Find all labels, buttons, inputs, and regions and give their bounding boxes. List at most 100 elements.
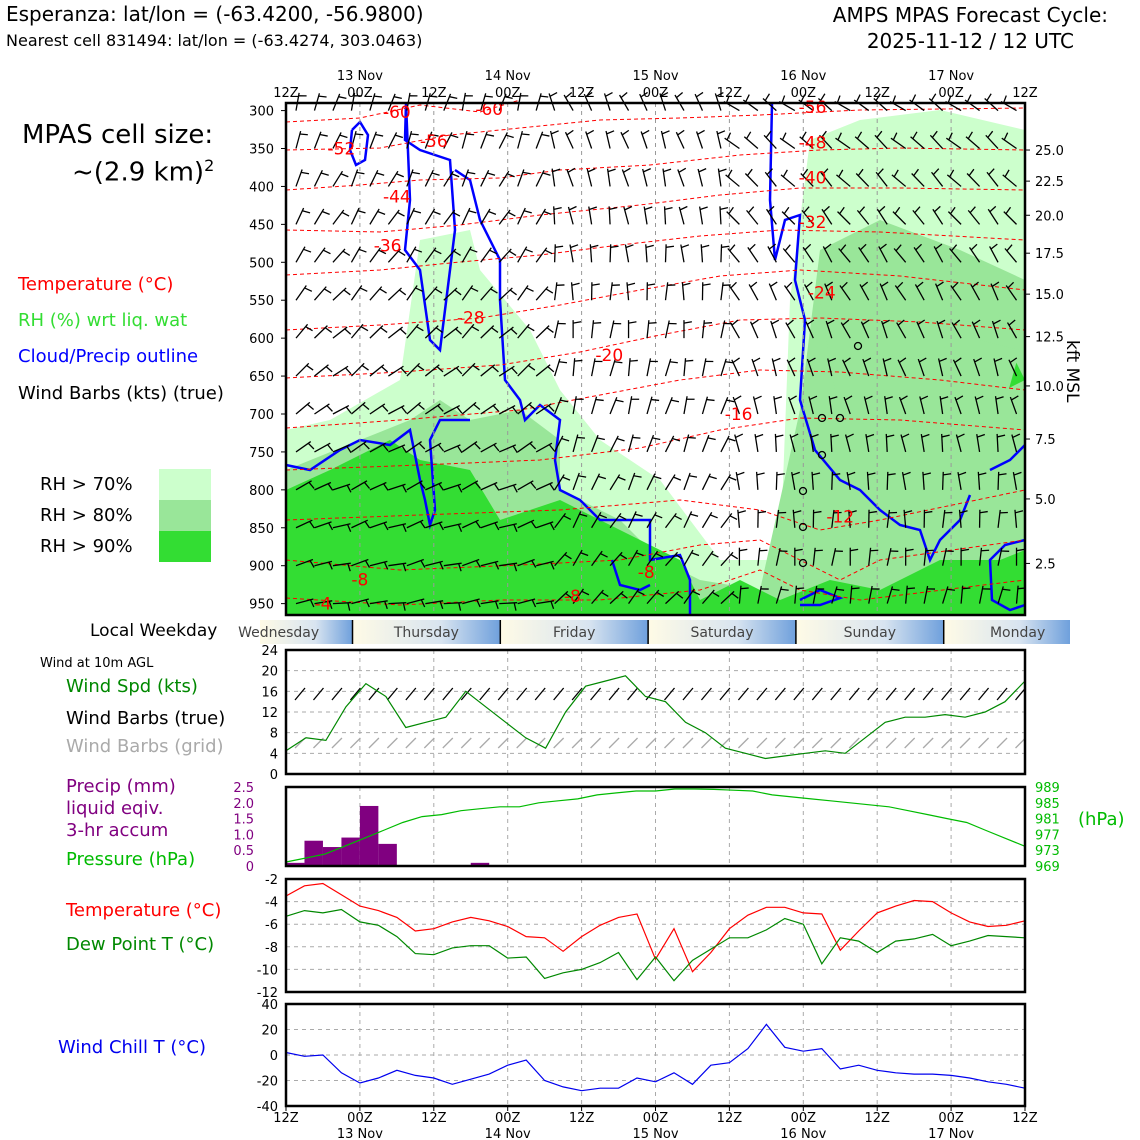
wind-barb	[683, 396, 688, 415]
wind-barb-flag	[548, 444, 555, 452]
time-tick-label-top: 12Z	[864, 86, 890, 101]
wind-barb-flag	[402, 524, 407, 533]
wind-barb-true	[848, 687, 860, 701]
local-weekday-label: Local Weekday	[90, 621, 218, 641]
wind-barb-flag	[660, 92, 669, 97]
wind-barb	[295, 246, 306, 263]
cloud-outline-8	[799, 588, 844, 607]
wind-speed-line	[285, 675, 1026, 760]
wind-barb-grid	[959, 737, 971, 749]
wind-barb-flag	[627, 282, 636, 286]
wind-barb-flag	[977, 433, 986, 438]
wind-barb-flag	[997, 434, 1006, 438]
wind-barb-true	[294, 687, 306, 701]
wind-barb-flag	[308, 481, 315, 489]
wind-barb-flag	[326, 405, 333, 412]
wind-barb-flag	[383, 561, 389, 570]
windchill-tick-label: 40	[261, 998, 278, 1013]
time-tick-label-bottom: 12Z	[273, 1111, 299, 1126]
wind-barb-flag	[726, 132, 732, 141]
wind-tick-label: 0	[270, 768, 278, 783]
wind-barb-flag	[474, 442, 481, 450]
wind-barb-flag	[449, 96, 458, 100]
wind-barb-flag	[513, 524, 518, 533]
wind-barb-flag	[971, 281, 979, 288]
wind-barb-flag	[948, 132, 953, 141]
wind-barb	[859, 284, 870, 301]
wind-barb	[443, 365, 460, 377]
wind-barb-flag	[905, 548, 914, 552]
weekday-label: Saturday	[690, 625, 753, 641]
wind-barb-flag	[600, 552, 608, 558]
wind-barb-flag	[731, 592, 739, 599]
wind-barb-flag	[522, 171, 531, 175]
isotherm-7	[285, 369, 1026, 429]
wind-barb-flag	[801, 131, 807, 140]
wind-barb	[991, 320, 999, 339]
wind-barb-flag	[956, 433, 965, 439]
wind-barb-flag	[665, 245, 675, 248]
wind-barb-flag	[507, 211, 516, 217]
wind-barb-true	[349, 687, 361, 701]
wind-barb-flag	[458, 602, 462, 611]
isotherm-label: -56	[420, 132, 448, 152]
wind-barb-flag	[457, 524, 463, 533]
wind-barb-flag	[708, 475, 717, 480]
wind-barb-flag	[759, 549, 768, 552]
wind-barb-grid	[423, 737, 435, 749]
wind-barb-flag	[878, 205, 886, 213]
wind-barb-flag	[358, 248, 367, 253]
wind-barb	[824, 283, 833, 301]
wind-barb-flag	[841, 281, 848, 289]
wind-barb-flag	[786, 319, 794, 326]
wind-barb	[332, 365, 349, 377]
kft-tick-label: 7.5	[1035, 433, 1056, 448]
legend-temperature: Temperature (°C)	[18, 274, 174, 295]
wind-barb-flag	[717, 130, 726, 135]
wind-barb-flag	[493, 444, 500, 452]
precip-bar	[286, 862, 305, 866]
wind-barb-flag	[513, 563, 518, 572]
wind-barb-flag	[340, 173, 349, 178]
wind-barb-flag	[399, 328, 407, 335]
wind-barb-flag	[653, 475, 662, 480]
wind-barb-flag	[431, 172, 440, 176]
wind-barb-flag	[661, 130, 670, 135]
wind-barb-flag	[656, 591, 665, 598]
wind-barb-flag	[681, 244, 690, 249]
rh-90-label: RH > 90%	[40, 536, 133, 557]
wind-barb-true	[756, 687, 768, 701]
wind-barb-grid	[460, 737, 472, 749]
time-tick-label-bottom: 00Z	[643, 1111, 669, 1126]
date-label-bottom: 17 Nov	[928, 1127, 974, 1140]
wind-barb-flag	[508, 250, 517, 256]
wind-barb-flag	[925, 549, 934, 552]
wind-barb	[406, 169, 414, 187]
wind-barb-flag	[365, 599, 370, 608]
wind-barb-grid	[368, 737, 380, 749]
kft-tick-label: 10.0	[1035, 380, 1064, 395]
wind-barb	[406, 558, 424, 567]
wind-barb	[350, 246, 361, 263]
wind-barb-flag	[384, 601, 388, 610]
wind-barb-flag	[812, 472, 821, 476]
wind-barb-flag	[560, 399, 569, 403]
pressure-tick-label: 989	[1035, 781, 1060, 796]
wind-barb-flag	[420, 560, 426, 568]
precip-bar	[341, 837, 360, 866]
wind-barb-flag	[437, 444, 444, 452]
wind-barb-grid	[996, 737, 1008, 749]
wind-barb-flag	[494, 522, 500, 531]
wind-barb-flag	[701, 244, 710, 248]
wind-barb-flag	[606, 130, 615, 135]
wind-barb-flag	[886, 434, 895, 438]
isotherm-label: -12	[826, 507, 854, 527]
wind-barb-flag	[345, 406, 352, 414]
wind-barb-flag	[511, 406, 518, 414]
wind-barb-flag	[469, 248, 478, 253]
temp-tick-label: -2	[265, 873, 278, 888]
wind-barb-flag	[307, 403, 315, 411]
wind-barb-flag	[624, 205, 633, 211]
wind-barb-flag	[688, 475, 698, 478]
wind-chill-line	[285, 1023, 1026, 1092]
